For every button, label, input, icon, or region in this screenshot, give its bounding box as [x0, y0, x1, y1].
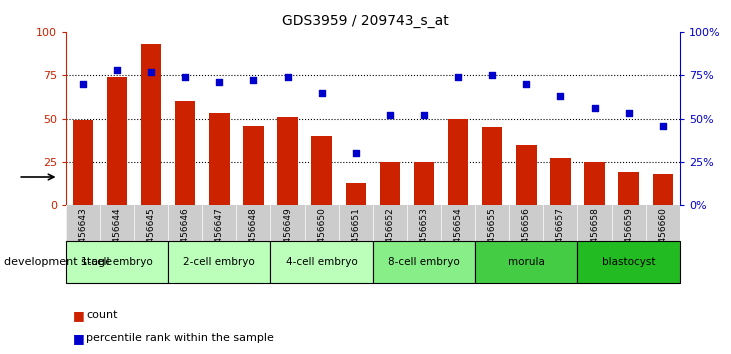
Point — [486, 73, 498, 78]
Bar — [243, 126, 264, 205]
Point — [145, 69, 157, 75]
Point — [316, 90, 327, 96]
Text: GDS3959 / 209743_s_at: GDS3959 / 209743_s_at — [282, 14, 449, 28]
Text: ■: ■ — [73, 332, 85, 344]
Bar — [618, 172, 639, 205]
Bar — [66, 241, 168, 283]
Bar — [475, 241, 577, 283]
Bar — [168, 241, 270, 283]
Bar — [346, 183, 366, 205]
Text: GSM456646: GSM456646 — [181, 207, 189, 262]
Point — [350, 150, 362, 156]
Text: percentile rank within the sample: percentile rank within the sample — [86, 333, 274, 343]
Text: GSM456658: GSM456658 — [590, 207, 599, 262]
Text: morula: morula — [508, 257, 545, 267]
Bar — [516, 144, 537, 205]
Text: GSM456647: GSM456647 — [215, 207, 224, 262]
Text: GSM456643: GSM456643 — [78, 207, 87, 262]
Bar — [379, 162, 400, 205]
Bar — [277, 117, 298, 205]
Point — [248, 78, 260, 83]
Text: GSM456649: GSM456649 — [283, 207, 292, 262]
Bar — [550, 159, 571, 205]
Text: GSM456654: GSM456654 — [454, 207, 463, 262]
Point — [623, 110, 635, 116]
Text: ■: ■ — [73, 309, 85, 321]
Bar — [577, 241, 680, 283]
Bar — [584, 162, 605, 205]
Text: 1-cell embryo: 1-cell embryo — [81, 257, 153, 267]
Text: GSM456648: GSM456648 — [249, 207, 258, 262]
Point — [384, 112, 395, 118]
Text: GSM456652: GSM456652 — [385, 207, 394, 262]
Text: GSM456651: GSM456651 — [352, 207, 360, 262]
Bar — [72, 120, 93, 205]
Bar — [448, 119, 469, 205]
Bar — [270, 241, 373, 283]
Bar — [107, 77, 127, 205]
Bar — [482, 127, 502, 205]
Bar — [653, 174, 673, 205]
Text: GSM456655: GSM456655 — [488, 207, 496, 262]
Text: blastocyst: blastocyst — [602, 257, 656, 267]
Point — [657, 123, 669, 129]
Text: GSM456650: GSM456650 — [317, 207, 326, 262]
Point — [111, 67, 123, 73]
Text: GSM456659: GSM456659 — [624, 207, 633, 262]
Text: GSM456657: GSM456657 — [556, 207, 565, 262]
Point — [555, 93, 567, 99]
Bar — [414, 162, 434, 205]
Text: development stage: development stage — [4, 257, 112, 267]
Bar — [209, 113, 230, 205]
Text: count: count — [86, 310, 118, 320]
Point — [77, 81, 88, 87]
Point — [418, 112, 430, 118]
Point — [281, 74, 293, 80]
Point — [179, 74, 191, 80]
Point — [588, 105, 600, 111]
Bar — [311, 136, 332, 205]
Bar — [175, 101, 195, 205]
Text: GSM456656: GSM456656 — [522, 207, 531, 262]
Bar — [373, 241, 475, 283]
Bar — [141, 44, 162, 205]
Point — [213, 79, 225, 85]
Text: GSM456644: GSM456644 — [113, 207, 121, 262]
Point — [452, 74, 464, 80]
Text: 8-cell embryo: 8-cell embryo — [388, 257, 460, 267]
Text: GSM456653: GSM456653 — [420, 207, 428, 262]
Text: GSM456660: GSM456660 — [659, 207, 667, 262]
Point — [520, 81, 532, 87]
Text: 4-cell embryo: 4-cell embryo — [286, 257, 357, 267]
Text: 2-cell embryo: 2-cell embryo — [183, 257, 255, 267]
Text: GSM456645: GSM456645 — [147, 207, 156, 262]
